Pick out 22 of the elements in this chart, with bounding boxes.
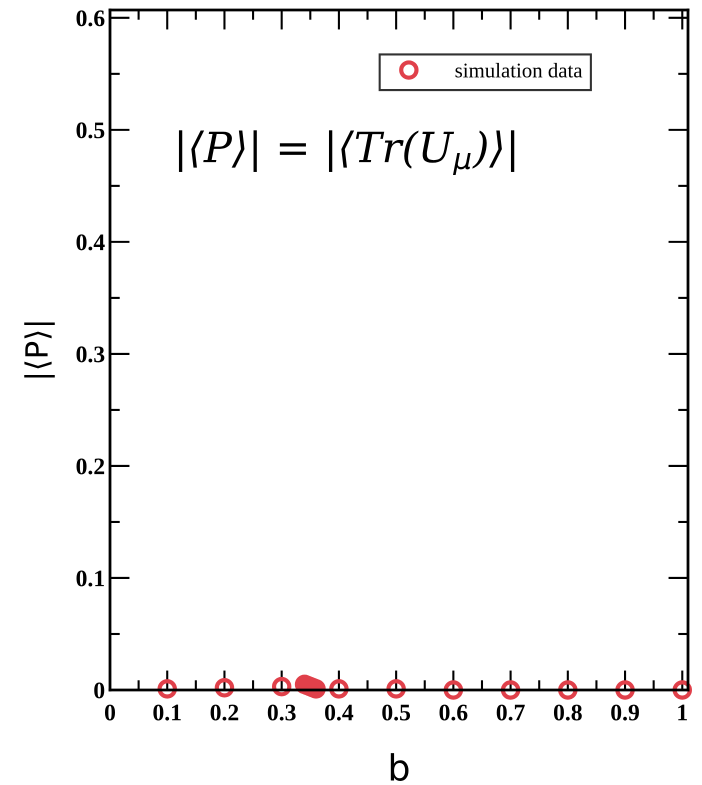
y-tick-label: 0.4	[76, 234, 105, 250]
annotation: |⟨P⟩| = |⟨Tr(U$_{μ}$)⟩|	[178, 130, 514, 176]
x-tick-label: 0.9	[611, 704, 639, 721]
y-tick-label: 0.2	[76, 458, 104, 474]
y-tick-label: 0.6	[76, 10, 104, 26]
y-tick-label: 0.3	[76, 346, 104, 362]
legend-label: simulation data	[456, 62, 582, 78]
x-tick-label: 0.3	[268, 704, 296, 721]
y-axis-title: |⟨P⟩|	[24, 322, 55, 378]
x-tick-label: 0	[104, 704, 116, 721]
x-tick-label: 0.7	[496, 704, 525, 721]
y-tick-label: 0.5	[76, 122, 104, 138]
x-tick-label: 1	[678, 704, 687, 720]
x-tick-label: 0.5	[382, 704, 410, 721]
x-tick-label: 0.2	[210, 704, 238, 721]
x-tick-label: 0.4	[325, 704, 354, 721]
x-axis-title: b	[390, 753, 408, 782]
x-tick-label: 0.1	[153, 704, 181, 721]
y-tick-label: 0.1	[76, 570, 104, 586]
x-tick-label: 0.6	[440, 704, 468, 721]
x-tick-label: 0.8	[554, 704, 582, 721]
y-tick-label: 0	[94, 682, 104, 698]
